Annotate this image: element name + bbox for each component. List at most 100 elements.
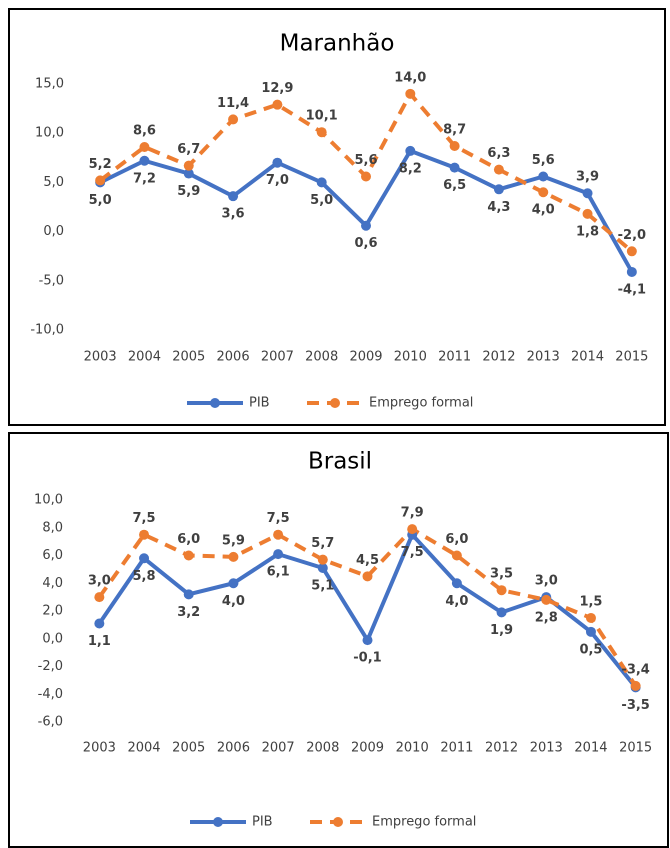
data-point [139,155,150,166]
y-tick-label: 0,0 [42,631,63,646]
x-tick-label: 2008 [306,741,339,756]
data-point [228,578,239,589]
x-tick-label: 2009 [349,350,382,365]
chart-title: Maranhão [280,31,395,57]
data-label: 6,5 [443,178,466,193]
x-tick-label: 2003 [83,741,116,756]
data-point [183,168,194,179]
data-label: 6,1 [267,565,290,580]
chart-frame [8,432,669,848]
data-point [362,635,373,646]
data-point [317,562,328,573]
data-label: 4,5 [356,553,379,568]
data-point [451,550,462,561]
data-point [405,145,416,156]
data-point [626,246,637,257]
x-tick-label: 2012 [482,350,515,365]
y-tick-label: -5,0 [39,273,64,288]
chart-title: Brasil [308,449,372,475]
data-point [626,266,637,277]
data-point [228,191,239,202]
data-label: 3,2 [177,605,200,620]
y-tick-label: 0,0 [43,224,64,239]
data-label: 3,9 [576,170,599,185]
data-point [361,171,371,182]
legend-marker [333,817,343,827]
x-tick-label: 2013 [527,350,560,365]
x-tick-label: 2004 [128,350,161,365]
legend-marker [213,817,223,827]
y-tick-label: 10,0 [34,493,63,508]
legend-label: PIB [249,396,270,411]
data-point [316,177,327,188]
data-label: 6,0 [445,532,468,547]
x-tick-label: 2011 [440,741,473,756]
x-tick-label: 2013 [530,741,563,756]
data-label: 5,6 [532,153,555,168]
data-point [449,162,460,173]
data-point [538,171,549,182]
y-tick-label: 10,0 [35,126,64,141]
y-tick-label: 4,0 [42,576,63,591]
data-point [139,553,150,564]
data-point [183,550,194,561]
data-label: 5,8 [133,569,156,584]
data-label: 6,3 [487,146,510,161]
data-label: 5,0 [310,193,333,208]
data-point [316,127,327,138]
data-label: 1,9 [490,623,513,638]
x-tick-label: 2010 [394,350,427,365]
data-label: 1,1 [88,634,111,649]
data-label: -3,5 [621,698,649,713]
x-tick-label: 2012 [485,741,518,756]
data-point [317,554,328,565]
x-tick-label: 2003 [84,350,117,365]
data-point [95,175,106,186]
x-tick-label: 2006 [217,350,250,365]
data-point [496,585,507,596]
x-tick-label: 2014 [574,741,607,756]
y-tick-label: -6,0 [38,715,63,730]
data-label: 3,0 [535,574,558,589]
y-tick-label: 5,0 [43,175,64,190]
x-tick-label: 2008 [305,350,338,365]
data-point [362,571,373,582]
x-tick-label: 2015 [619,741,652,756]
data-point [585,612,596,623]
x-tick-label: 2014 [571,350,604,365]
data-point [407,524,418,535]
x-tick-label: 2009 [351,741,384,756]
data-label: 3,6 [222,207,245,222]
data-label: 5,2 [89,157,112,172]
data-point [272,157,283,168]
data-point [493,184,504,195]
data-label: 5,0 [89,193,112,208]
data-point [585,626,596,637]
data-point [94,592,105,603]
data-label: 8,2 [399,161,422,176]
data-label: 12,9 [261,81,293,96]
x-tick-label: 2007 [261,350,294,365]
legend-label: Emprego formal [372,815,476,830]
data-label: 10,1 [306,109,338,124]
data-label: -2,0 [618,228,646,243]
data-label: -0,1 [353,651,381,666]
x-tick-label: 2007 [262,741,295,756]
data-label: 7,2 [133,171,156,186]
data-label: 11,4 [217,96,249,111]
data-point [582,208,593,219]
data-label: 8,7 [443,122,466,137]
x-tick-label: 2010 [396,741,429,756]
data-point [228,114,239,125]
y-tick-label: 8,0 [42,520,63,535]
data-point [451,578,462,589]
x-tick-label: 2004 [127,741,160,756]
data-label: 4,0 [222,594,245,609]
x-tick-label: 2006 [217,741,250,756]
data-point [183,160,194,171]
data-label: 4,0 [532,203,555,218]
data-label: 5,7 [311,536,334,551]
data-point [183,589,194,600]
y-tick-label: -10,0 [30,323,64,338]
